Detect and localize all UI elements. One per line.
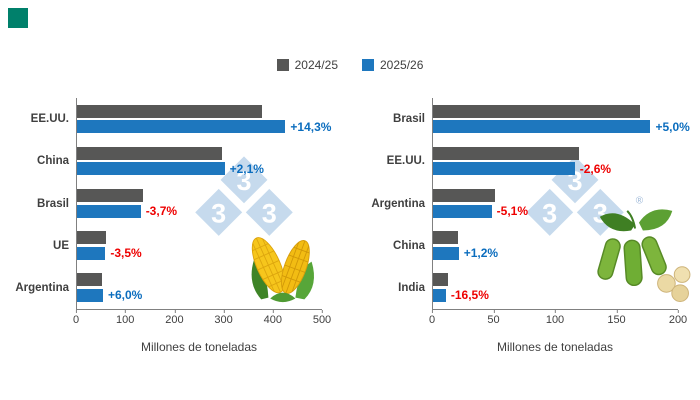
axis-tick: 200 bbox=[668, 310, 688, 326]
axis-tick: 500 bbox=[312, 310, 332, 326]
axis-tick: 0 bbox=[428, 310, 436, 326]
change-label: +2,1% bbox=[229, 161, 264, 176]
bar-2025-26 bbox=[77, 288, 103, 302]
axis-tick: 150 bbox=[607, 310, 626, 326]
legend-label-2025-26: 2025/26 bbox=[380, 58, 424, 72]
bar-2025-26 bbox=[77, 120, 286, 134]
soybean-x-axis-title: Millones de toneladas bbox=[496, 340, 614, 354]
axis-tick: 200 bbox=[165, 310, 184, 326]
bar-2024-25 bbox=[77, 231, 107, 245]
bar-2024-25 bbox=[77, 273, 102, 287]
soybean-production-chart: 3 3 3 ® Brasil +5,0% EE.UU. -2,6% Argentina -… bbox=[370, 98, 691, 354]
bar-group-argentina: Argentina -5,1% bbox=[371, 182, 678, 224]
category-label: Argentina bbox=[371, 197, 425, 210]
bar-2024-25 bbox=[77, 104, 263, 118]
change-label: +5,0% bbox=[655, 119, 690, 134]
bar-2024-25 bbox=[433, 104, 641, 118]
bar-group-ue: UE -3,5% bbox=[53, 225, 322, 267]
soybean-x-axis: 0 50 100 150 200 bbox=[428, 310, 687, 326]
charts-container: 3 3 3 EE.UU. +14,3% China +2,1% Brasil -3,7% U… bbox=[14, 98, 691, 354]
category-label: India bbox=[398, 281, 425, 294]
bar-2025-26 bbox=[433, 288, 446, 302]
legend-item-2025-26: 2025/26 bbox=[362, 58, 423, 72]
bar-group-argentina: Argentina +6,0% bbox=[15, 267, 322, 309]
bar-2024-25 bbox=[433, 273, 449, 287]
change-label: -5,1% bbox=[496, 204, 529, 218]
axis-tick: 100 bbox=[116, 310, 135, 326]
category-label: Brasil bbox=[37, 197, 69, 210]
bar-group-china: China +1,2% bbox=[393, 225, 678, 267]
category-label: UE bbox=[53, 239, 69, 252]
change-label: -2,6% bbox=[579, 161, 612, 176]
svg-text:3: 3 bbox=[211, 197, 226, 228]
change-label: -3,7% bbox=[145, 204, 178, 218]
change-label: +14,3% bbox=[290, 119, 332, 134]
legend: 2024/25 2025/26 bbox=[0, 58, 700, 72]
bar-2025-26 bbox=[77, 204, 141, 218]
soybean-plot-area: 3 3 3 ® Brasil +5,0% EE.UU. -2,6% Argentina -… bbox=[371, 98, 691, 310]
bar-2025-26 bbox=[433, 162, 575, 176]
svg-text:3: 3 bbox=[261, 197, 276, 228]
bar-2025-26 bbox=[77, 246, 106, 260]
bar-group-eeuu: EE.UU. -2,6% bbox=[387, 140, 678, 182]
corn-icon bbox=[236, 213, 326, 308]
category-label: Argentina bbox=[15, 281, 69, 294]
svg-text:3: 3 bbox=[236, 164, 251, 195]
legend-item-2024-25: 2024/25 bbox=[276, 58, 338, 72]
category-label: China bbox=[37, 155, 69, 168]
logo-333-watermark: 3 3 3 bbox=[188, 154, 300, 253]
soybean-icon bbox=[584, 205, 692, 308]
bar-2024-25 bbox=[77, 146, 222, 160]
corn-bars: EE.UU. +14,3% China +2,1% Brasil -3,7% UE -3,5%… bbox=[15, 98, 331, 309]
legend-swatch-2024-25 bbox=[276, 59, 289, 71]
bar-2025-26 bbox=[433, 246, 459, 260]
bar-2025-26 bbox=[77, 162, 225, 176]
bar-2025-26 bbox=[433, 120, 651, 134]
bar-group-india: India -16,5% bbox=[398, 267, 678, 309]
axis-tick: 50 bbox=[487, 310, 500, 326]
axis-tick: 0 bbox=[72, 310, 80, 326]
bar-group-eeuu: EE.UU. +14,3% bbox=[31, 98, 331, 140]
corn-x-axis-title: Millones de toneladas bbox=[140, 340, 258, 354]
legend-label-2024-25: 2024/25 bbox=[294, 58, 338, 72]
bar-group-brasil: Brasil +5,0% bbox=[393, 98, 690, 140]
change-label: -3,5% bbox=[110, 246, 142, 261]
legend-swatch-2025-26 bbox=[362, 59, 374, 71]
category-label: Brasil bbox=[393, 113, 425, 126]
axis-tick: 100 bbox=[545, 310, 565, 326]
bar-2024-25 bbox=[433, 189, 495, 202]
soybean-bars: Brasil +5,0% EE.UU. -2,6% Argentina -5,1% Chin… bbox=[371, 98, 690, 309]
change-label: -16,5% bbox=[450, 288, 489, 303]
brand-corner-square bbox=[8, 8, 28, 28]
axis-tick: 300 bbox=[214, 310, 233, 326]
axis-tick: 400 bbox=[263, 310, 282, 326]
change-label: +1,2% bbox=[463, 246, 499, 261]
bar-2024-25 bbox=[77, 189, 144, 202]
bar-2024-25 bbox=[433, 231, 459, 245]
bar-group-china: China +2,1% bbox=[37, 140, 322, 182]
corn-x-axis: 0 100 200 300 400 500 bbox=[72, 310, 331, 326]
category-label: China bbox=[393, 239, 425, 252]
change-label: +6,0% bbox=[107, 288, 143, 303]
registered-trademark: ® bbox=[635, 195, 644, 207]
corn-production-chart: 3 3 3 EE.UU. +14,3% China +2,1% Brasil -3,7% U… bbox=[14, 98, 331, 354]
bar-2025-26 bbox=[433, 204, 492, 218]
bar-group-brasil: Brasil -3,7% bbox=[37, 182, 322, 224]
corn-plot-area: 3 3 3 EE.UU. +14,3% China +2,1% Brasil -3,7% U… bbox=[15, 98, 331, 310]
bar-2024-25 bbox=[433, 146, 579, 160]
svg-text:3: 3 bbox=[542, 197, 557, 228]
category-label: EE.UU. bbox=[386, 155, 425, 168]
category-label: EE.UU. bbox=[30, 113, 69, 126]
